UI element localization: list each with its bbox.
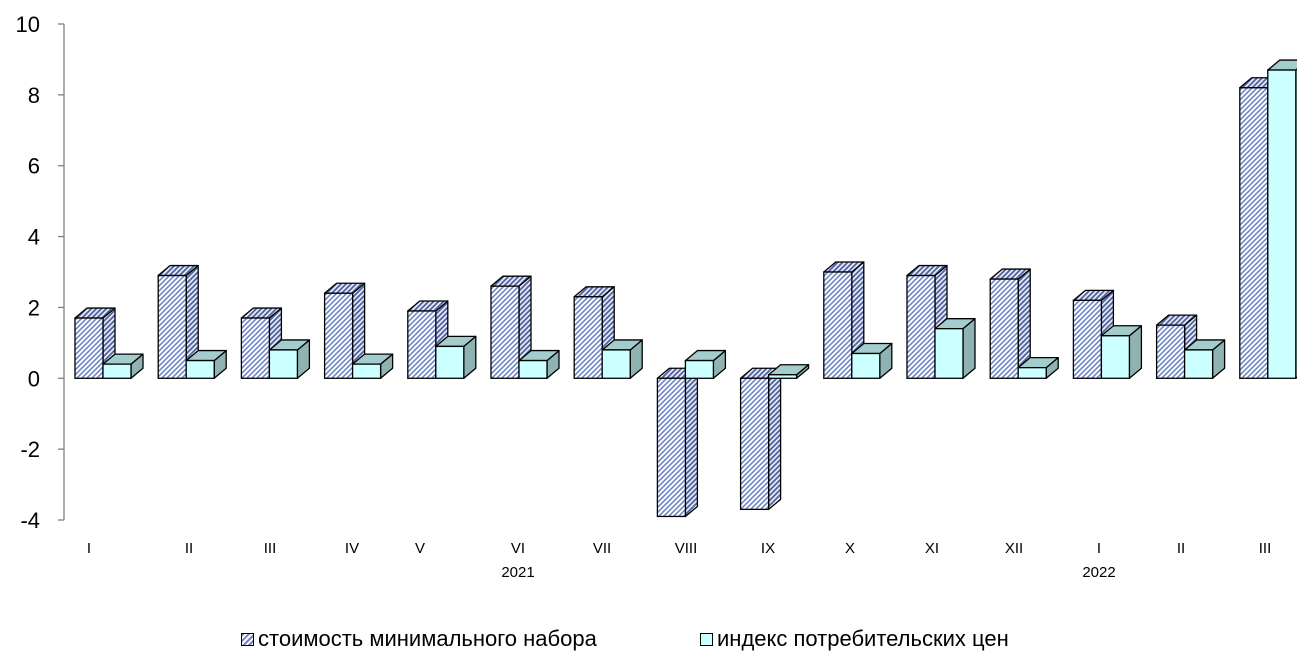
bar-series-2 <box>767 364 810 379</box>
bar-series-1 <box>490 275 532 379</box>
bar-series-2 <box>601 339 643 379</box>
bar-series-2 <box>351 353 394 379</box>
bar-series-1 <box>989 268 1031 379</box>
legend-label-series-2: индекс потребительских цен <box>717 626 1009 651</box>
bar-series-2 <box>851 342 893 379</box>
legend-label-series-1: стоимость минимального набора <box>258 626 597 651</box>
bar-series-2 <box>1267 59 1297 379</box>
x-tick-label: XII <box>1005 540 1023 557</box>
bar-series-2 <box>1183 339 1226 379</box>
y-tick-label: 6 <box>28 154 40 179</box>
y-tick-label: 10 <box>16 12 40 37</box>
x-tick-label: II <box>1177 540 1185 557</box>
x-tick-label: III <box>1259 540 1272 557</box>
x-tick-label: III <box>264 540 277 557</box>
bar-series-2 <box>102 353 144 379</box>
bar-series-1 <box>656 367 699 518</box>
bar-series-2 <box>934 318 976 379</box>
bar-series-2 <box>1017 357 1059 379</box>
y-tick-label: -4 <box>20 508 40 533</box>
y-tick-label: 4 <box>28 225 40 250</box>
x-tick-label: II <box>185 540 193 557</box>
bar-series-1 <box>1072 289 1115 379</box>
legend-swatch-series-1 <box>241 632 254 646</box>
x-tick-label: VI <box>511 540 525 557</box>
bar-series-2 <box>268 339 311 379</box>
y-tick-label: 8 <box>28 83 40 108</box>
bars <box>74 59 1297 518</box>
bar-series-2 <box>518 349 560 379</box>
y-tick-label: 0 <box>28 366 40 391</box>
x-tick-label: VII <box>593 540 611 557</box>
x-tick-label: X <box>845 540 855 557</box>
bar-series-2 <box>1100 325 1143 379</box>
bar-series-1 <box>157 264 199 379</box>
legend-item-series-2: индекс потребительских цен <box>700 626 1009 652</box>
y-tick-label: -2 <box>20 437 40 462</box>
x-tick-label: XI <box>925 540 939 557</box>
y-axis: 10 8 6 4 2 0 -2 -4 <box>16 12 65 533</box>
year-label: 2022 <box>1082 564 1115 581</box>
x-tick-label: I <box>1097 540 1101 557</box>
bar-series-2 <box>435 335 477 379</box>
bar-series-1 <box>823 261 865 379</box>
legend-item-series-1: стоимость минимального набора <box>241 626 597 652</box>
x-tick-label: I <box>87 540 91 557</box>
x-tick-label: V <box>415 540 425 557</box>
legend-swatch-series-2 <box>700 632 713 646</box>
x-tick-label: VIII <box>675 540 698 557</box>
x-tick-label: IV <box>345 540 359 557</box>
bar-series-2 <box>185 349 227 379</box>
bar-series-2 <box>684 349 727 379</box>
y-tick-label: 2 <box>28 295 40 320</box>
bar-series-1 <box>739 367 782 511</box>
bar-series-1 <box>323 282 366 379</box>
legend: стоимость минимального набора индекс пот… <box>0 626 1297 658</box>
x-tick-label: IX <box>761 540 775 557</box>
year-label: 2021 <box>501 564 534 581</box>
